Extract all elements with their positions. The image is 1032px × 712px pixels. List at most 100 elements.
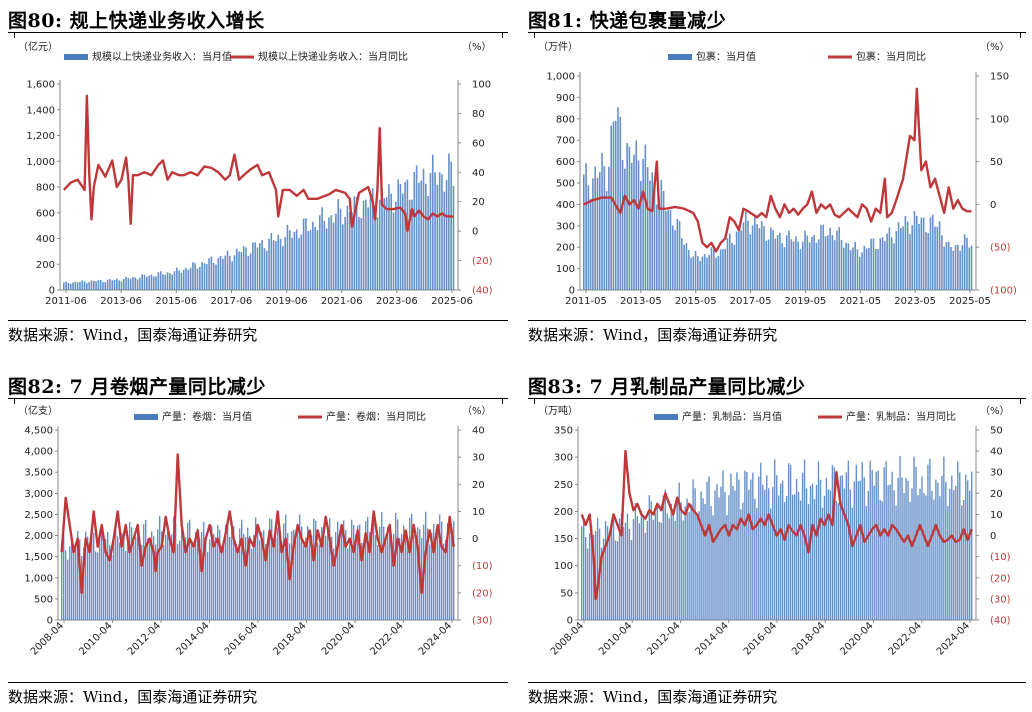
bar	[239, 528, 241, 620]
bar	[381, 188, 383, 290]
bar	[76, 282, 79, 290]
bar	[587, 185, 590, 290]
bar	[277, 234, 280, 290]
bar	[774, 459, 776, 620]
bar	[212, 262, 215, 290]
x-tick-label: 2019-05	[785, 296, 827, 307]
bar	[249, 535, 251, 620]
bar	[621, 159, 624, 290]
left-tick-label: 800	[36, 183, 55, 194]
bar	[249, 253, 252, 290]
bar	[809, 485, 812, 620]
bar	[601, 152, 603, 290]
bar	[628, 529, 631, 620]
bar	[353, 196, 356, 290]
left-tick-label: 350	[554, 426, 573, 437]
legend-line-label: 包裹：当月同比	[856, 50, 926, 63]
bar	[644, 532, 647, 620]
bar	[936, 226, 939, 290]
bar	[847, 460, 850, 620]
bar	[734, 490, 736, 620]
bar	[392, 212, 395, 290]
bar	[636, 516, 639, 620]
bar	[353, 525, 355, 620]
bar	[152, 276, 155, 290]
bar	[97, 552, 99, 620]
bar	[913, 210, 916, 290]
bar	[666, 513, 668, 620]
bar	[61, 542, 63, 620]
bar	[827, 489, 830, 620]
bar	[335, 213, 337, 290]
legend-bar-label: 产量：卷烟：当月值	[162, 410, 252, 423]
bar	[297, 530, 299, 620]
yoy-line	[62, 94, 454, 233]
bar	[787, 463, 790, 620]
bar	[411, 513, 413, 620]
left-tick-label: 0	[47, 616, 53, 627]
x-tick-label: 2021-05	[839, 296, 881, 307]
bar	[391, 542, 393, 620]
bar	[838, 227, 841, 290]
bar	[612, 519, 615, 620]
bar	[822, 224, 825, 290]
bar	[219, 255, 222, 290]
bar	[181, 526, 183, 620]
x-tick-label: 2020-04	[838, 620, 875, 657]
bar	[783, 247, 786, 290]
right-tick-label: 60	[472, 138, 485, 149]
x-tick-label: 2024-04	[417, 620, 454, 657]
bar	[961, 245, 964, 290]
bar	[109, 279, 111, 290]
bar	[413, 534, 415, 620]
bar	[770, 227, 772, 290]
bar	[774, 238, 777, 290]
bar	[226, 250, 229, 290]
bar	[632, 519, 635, 620]
bar	[870, 238, 872, 290]
bar	[203, 522, 205, 620]
bar	[825, 477, 828, 620]
bar	[199, 538, 201, 620]
legend-line-label: 产量：乳制品：当月同比	[846, 410, 956, 423]
bar	[868, 247, 870, 290]
bar	[658, 521, 660, 620]
bar	[849, 489, 852, 620]
left-tick-label: 300	[556, 221, 575, 232]
bar	[377, 545, 379, 620]
bar	[125, 276, 127, 290]
bar	[337, 199, 340, 290]
bar	[145, 519, 147, 620]
bar	[285, 514, 287, 620]
combo-chart: （万吨） （%）产量：乳制品：当月值 产量：乳制品：当月同比050100150200…	[538, 404, 1011, 658]
x-tick-label: 2025-06	[431, 296, 473, 307]
bar	[132, 277, 134, 290]
bar	[72, 282, 74, 290]
bar	[343, 520, 345, 620]
bar	[277, 527, 279, 620]
bar	[371, 188, 374, 290]
bar	[238, 251, 240, 290]
bar	[776, 475, 778, 620]
bar	[173, 271, 176, 290]
bar	[257, 527, 259, 620]
bar	[935, 479, 937, 620]
bar	[875, 471, 877, 620]
bar	[104, 282, 107, 290]
bar	[884, 241, 886, 290]
bar	[863, 477, 865, 620]
bar	[385, 536, 387, 620]
x-tick-label: 2018-04	[790, 620, 827, 657]
bar	[329, 518, 331, 620]
right-tick-label: 50	[990, 157, 1003, 168]
bar	[966, 237, 968, 290]
bar	[361, 542, 363, 620]
bar	[270, 232, 273, 290]
bar	[583, 174, 585, 290]
bar	[69, 283, 72, 290]
bar	[861, 252, 863, 290]
bar	[874, 249, 877, 290]
bar	[843, 247, 845, 290]
bar	[99, 533, 101, 620]
bar	[817, 461, 820, 620]
